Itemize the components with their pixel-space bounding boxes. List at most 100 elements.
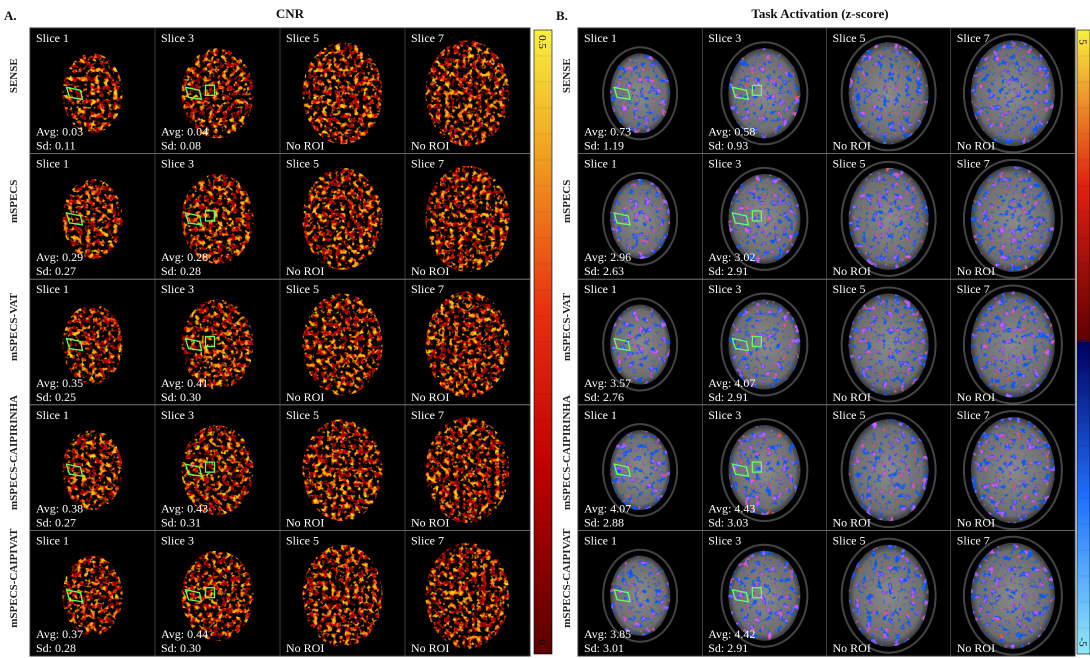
slice-label: Slice 3 xyxy=(161,31,194,45)
avg-label: Avg: 0.37 xyxy=(36,627,83,641)
brain-map xyxy=(302,293,383,396)
sd-label: Sd: 0.93 xyxy=(708,139,748,153)
brain-map xyxy=(181,173,254,264)
roi-outline xyxy=(751,335,763,348)
roi-outline xyxy=(204,335,216,348)
brain-map xyxy=(62,430,123,511)
panel-title: CNR xyxy=(276,6,305,21)
avg-label: Avg: 3.85 xyxy=(584,627,631,641)
roi-outline xyxy=(65,463,84,477)
slice-label: Slice 5 xyxy=(286,157,319,171)
row-label: mSPECS-VAT xyxy=(8,292,20,361)
slice-label: Slice 7 xyxy=(957,31,990,45)
row-label: SENSE xyxy=(8,58,20,93)
brain-map xyxy=(425,40,510,147)
slice-label: Slice 1 xyxy=(584,408,617,422)
brain-map xyxy=(302,419,383,522)
head-outline xyxy=(962,410,1063,531)
colorbar xyxy=(533,29,553,655)
head-outline xyxy=(962,284,1063,405)
head-outline xyxy=(602,297,679,392)
no-roi-label: No ROI xyxy=(286,641,324,655)
slice-label: Slice 7 xyxy=(411,408,444,422)
activation-map xyxy=(970,542,1055,649)
slice-label: Slice 3 xyxy=(708,31,741,45)
slice-label: Slice 5 xyxy=(286,408,319,422)
slice-label: Slice 1 xyxy=(584,31,617,45)
slice-label: Slice 3 xyxy=(708,533,741,547)
sd-label: Sd: 0.28 xyxy=(161,264,201,278)
activation-map xyxy=(610,178,671,259)
roi-outline xyxy=(731,337,750,352)
activation-map xyxy=(848,167,929,270)
slice-label: Slice 1 xyxy=(584,157,617,171)
brain-map xyxy=(302,544,383,647)
activation-map xyxy=(970,291,1055,398)
brain-map xyxy=(62,304,123,385)
head-outline xyxy=(720,418,809,523)
sd-label: Sd: 0.27 xyxy=(36,515,76,529)
avg-label: Avg: 0.35 xyxy=(36,376,83,390)
panel-letter: B. xyxy=(556,8,568,23)
brain-map xyxy=(62,178,123,259)
avg-label: Avg: 0.28 xyxy=(161,250,208,264)
roi-outline xyxy=(204,587,216,599)
slice-label: Slice 5 xyxy=(833,31,866,45)
colorbar-tick-label: 5 xyxy=(1077,39,1089,45)
slice-label: Slice 7 xyxy=(957,157,990,171)
roi-outline xyxy=(613,588,631,603)
roi-outline xyxy=(731,212,750,226)
slice-label: Slice 1 xyxy=(36,157,69,171)
no-roi-label: No ROI xyxy=(833,641,871,655)
sd-label: Sd: 3.03 xyxy=(708,515,748,529)
avg-label: Avg: 4.42 xyxy=(708,627,755,641)
slice-label: Slice 3 xyxy=(708,157,741,171)
row-label: mSPECS-CAIPIVAT xyxy=(561,528,573,628)
avg-label: Avg: 0.03 xyxy=(36,125,83,139)
activation-map xyxy=(728,425,801,516)
brain-map xyxy=(302,42,383,145)
avg-label: Avg: 0.44 xyxy=(161,627,208,641)
no-roi-label: No ROI xyxy=(833,390,871,404)
activation-map xyxy=(728,299,801,390)
slice-label: Slice 1 xyxy=(36,31,69,45)
roi-outline xyxy=(731,463,750,477)
slice-label: Slice 5 xyxy=(833,157,866,171)
sd-label: Sd: 1.19 xyxy=(584,139,624,153)
brain-map xyxy=(425,291,510,398)
no-roi-label: No ROI xyxy=(286,139,324,153)
activation-map xyxy=(848,42,929,145)
avg-label: Avg: 2.96 xyxy=(584,250,631,264)
sd-label: Sd: 0.27 xyxy=(36,264,76,278)
roi-outline xyxy=(184,86,203,101)
head-outline xyxy=(840,160,937,277)
head-outline xyxy=(602,548,679,643)
no-roi-label: No ROI xyxy=(957,641,995,655)
no-roi-label: No ROI xyxy=(411,641,449,655)
avg-label: Avg: 0.73 xyxy=(584,125,631,139)
no-roi-label: No ROI xyxy=(833,264,871,278)
brain-map xyxy=(181,550,254,641)
avg-label: Avg: 4.43 xyxy=(708,501,755,515)
sd-label: Sd: 2.63 xyxy=(584,264,624,278)
panel-letter: A. xyxy=(4,8,17,23)
activation-map xyxy=(970,40,1055,147)
slice-label: Slice 7 xyxy=(957,282,990,296)
avg-label: Avg: 0.58 xyxy=(708,125,755,139)
no-roi-label: No ROI xyxy=(411,139,449,153)
slice-label: Slice 3 xyxy=(161,533,194,547)
row-label: SENSE xyxy=(561,58,573,93)
slice-label: Slice 1 xyxy=(584,282,617,296)
avg-label: Avg: 3.02 xyxy=(708,250,755,264)
roi-outline xyxy=(613,86,631,101)
no-roi-label: No ROI xyxy=(411,264,449,278)
avg-label: Avg: 0.38 xyxy=(36,501,83,515)
roi-outline xyxy=(204,461,216,473)
slice-label: Slice 1 xyxy=(36,408,69,422)
roi-outline xyxy=(204,84,216,96)
roi-outline xyxy=(731,588,750,603)
activation-map xyxy=(970,417,1055,524)
brain-map xyxy=(62,53,123,134)
brain-map xyxy=(181,48,254,139)
slice-label: Slice 3 xyxy=(161,157,194,171)
